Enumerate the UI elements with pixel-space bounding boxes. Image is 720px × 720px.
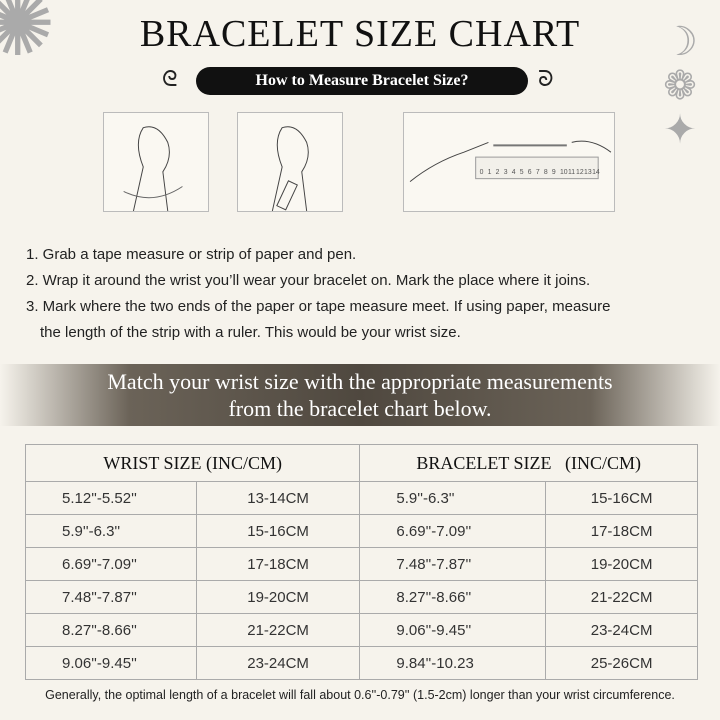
- ruler-tick-label: 6: [528, 169, 532, 176]
- table-row: 6.69''-7.09'' 17-18CM 7.48''-7.87'' 19-20CM: [25, 547, 698, 581]
- band-line-2: from the bracelet chart below.: [228, 396, 492, 421]
- bracelet-cm-cell: 15-16CM: [545, 481, 698, 515]
- ruler-tick-label: 2: [496, 169, 500, 176]
- bracelet-cm-cell: 19-20CM: [545, 547, 698, 581]
- instruction-band: [0, 364, 720, 426]
- page-title: BRACELET SIZE CHART: [139, 13, 581, 55]
- ruler-tick-label: 7: [536, 169, 540, 176]
- ruler-tick-label: 12: [576, 169, 584, 176]
- flourish-left-icon: ᘓ: [162, 66, 178, 91]
- wrist-mark-illustration: [237, 112, 343, 212]
- wrist-cm-cell: 21-22CM: [195, 613, 361, 647]
- bracelet-inch-cell: 9.84''-10.23: [359, 646, 547, 680]
- instructions-list: 1. Grab a tape measure or strip of paper…: [26, 242, 716, 346]
- wrist-inch-cell: 6.69''-7.09'': [25, 547, 197, 581]
- band-text: Match your wrist size with the appropria…: [0, 368, 720, 422]
- footnote: Generally, the optimal length of a brace…: [45, 688, 675, 702]
- table-header-row: WRIST SIZE (INC/CM) BRACELET SIZE (INC/C…: [24, 444, 698, 482]
- bracelet-inch-cell: 9.06''-9.45'': [359, 613, 547, 647]
- hanging-lotus-ornament-icon: ☽ ❁ ✦: [662, 20, 698, 152]
- step-2: 2. Wrap it around the wrist you’ll wear …: [26, 272, 591, 289]
- band-line-1: Match your wrist size with the appropria…: [107, 369, 613, 394]
- wrist-cm-cell: 13-14CM: [195, 481, 361, 515]
- bracelet-cm-cell: 21-22CM: [545, 580, 698, 614]
- ruler-tick-label: 3: [504, 169, 508, 176]
- step-3-continued: the length of the strip with a ruler. Th…: [40, 324, 461, 341]
- wrist-inch-cell: 5.9''-6.3'': [25, 514, 197, 548]
- ruler-measure-illustration: 0 1 2 3 4 5 6 7 8 9 10 11 12 13 14: [403, 112, 615, 212]
- ruler-tick-label: 14: [592, 169, 600, 176]
- table-row: 8.27''-8.66'' 21-22CM 9.06''-9.45'' 23-24CM: [25, 613, 698, 647]
- wrist-size-header: WRIST SIZE (INC/CM): [24, 444, 361, 482]
- bracelet-inch-cell: 5.9''-6.3'': [359, 481, 547, 515]
- bracelet-inch-cell: 6.69''-7.09'': [359, 514, 547, 548]
- bracelet-inch-cell: 7.48''-7.87'': [359, 547, 547, 581]
- wrist-inch-cell: 5.12''-5.52'': [25, 481, 197, 515]
- table-row: 5.9''-6.3'' 15-16CM 6.69''-7.09'' 17-18CM: [25, 514, 698, 548]
- bracelet-inch-cell: 8.27''-8.66'': [359, 580, 547, 614]
- ruler-tick-label: 0: [480, 169, 484, 176]
- step-1: 1. Grab a tape measure or strip of paper…: [26, 246, 357, 263]
- ruler-tick-label: 9: [552, 169, 556, 176]
- bracelet-cm-cell: 23-24CM: [545, 613, 698, 647]
- table-row: 5.12''-5.52'' 13-14CM 5.9''-6.3'' 15-16CM: [25, 481, 698, 515]
- bracelet-cm-cell: 25-26CM: [545, 646, 698, 680]
- wrist-inch-cell: 9.06''-9.45'': [25, 646, 197, 680]
- bracelet-size-header: BRACELET SIZE (INC/CM): [359, 444, 698, 482]
- ruler-tick-label: 10: [560, 169, 568, 176]
- wrist-cm-cell: 17-18CM: [195, 547, 361, 581]
- ruler-tick-label: 11: [568, 169, 575, 176]
- subtitle-pill: How to Measure Bracelet Size?: [196, 67, 528, 95]
- table-row: 9.06''-9.45'' 23-24CM 9.84''-10.23 25-26CM: [25, 646, 698, 680]
- wrist-inch-cell: 7.48''-7.87'': [25, 580, 197, 614]
- wrist-cm-cell: 23-24CM: [195, 646, 361, 680]
- bracelet-cm-cell: 17-18CM: [545, 514, 698, 548]
- ruler-tick-label: 8: [544, 169, 548, 176]
- ruler-tick-label: 1: [488, 169, 492, 176]
- wrist-inch-cell: 8.27''-8.66'': [25, 613, 197, 647]
- step-3: 3. Mark where the two ends of the paper …: [26, 298, 611, 315]
- wrist-cm-cell: 15-16CM: [195, 514, 361, 548]
- ruler-tick-label: 5: [520, 169, 524, 176]
- ruler-tick-label: 13: [584, 169, 592, 176]
- size-chart-table: WRIST SIZE (INC/CM) BRACELET SIZE (INC/C…: [24, 444, 698, 680]
- table-row: 7.48''-7.87'' 19-20CM 8.27''-8.66'' 21-22CM: [25, 580, 698, 614]
- wrist-cm-cell: 19-20CM: [195, 580, 361, 614]
- lotus-ornament-icon: ✺: [0, 0, 56, 75]
- ruler-tick-label: 4: [512, 169, 516, 176]
- flourish-right-icon: ᘐ: [538, 66, 554, 91]
- wrist-wrap-illustration: [103, 112, 209, 212]
